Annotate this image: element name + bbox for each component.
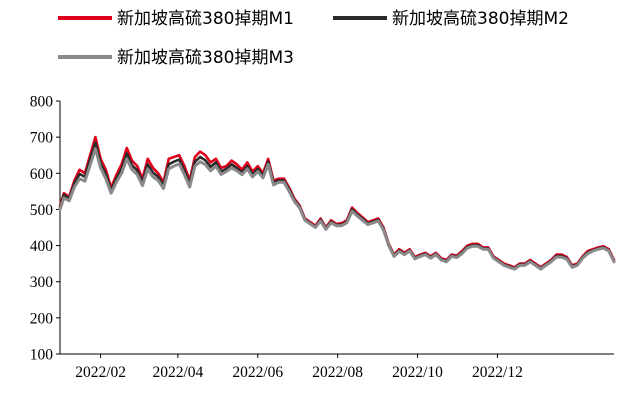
x-tick-label: 2022/02 — [75, 364, 126, 381]
x-tick-label: 2022/08 — [312, 364, 363, 381]
x-tick-label: 2022/06 — [232, 364, 283, 381]
legend-label-m3: 新加坡高硫380掉期M3 — [117, 48, 294, 68]
series-line-m2 — [58, 141, 616, 270]
axes: 100 200 300 400 500 600 700 800 2022/02 2022/04 20… — [30, 94, 614, 381]
y-tick-label: 600 — [30, 166, 54, 183]
legend-label-m2: 新加坡高硫380掉期M2 — [392, 9, 569, 29]
x-tick-label: 2022/10 — [392, 364, 443, 381]
series-line-m3 — [58, 147, 616, 271]
legend-label-m1: 新加坡高硫380掉期M1 — [117, 9, 294, 29]
y-tick-label: 300 — [30, 274, 54, 291]
legend: 新加坡高硫380掉期M1 新加坡高硫380掉期M2 新加坡高硫380掉期M3 — [58, 9, 569, 68]
y-tick-label: 800 — [30, 94, 54, 111]
y-tick-label: 400 — [30, 238, 54, 255]
y-tick-label: 700 — [30, 130, 54, 147]
x-tick-label: 2022/04 — [152, 364, 203, 381]
y-tick-label: 500 — [30, 202, 54, 219]
plot-area — [58, 135, 616, 271]
y-tick-label: 100 — [30, 347, 54, 364]
y-tick-label: 200 — [30, 310, 54, 327]
x-tick-label: 2022/12 — [472, 364, 523, 381]
series-line-m1 — [58, 135, 616, 269]
